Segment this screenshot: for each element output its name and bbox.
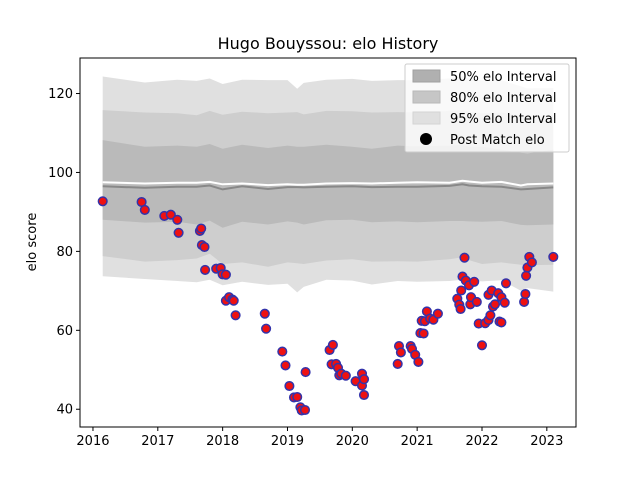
data-point: [485, 310, 496, 321]
x-tick-label: 2021: [401, 434, 434, 449]
median-line: [102, 183, 554, 191]
y-axis-ticks: 40 60 80 100 120: [48, 87, 80, 418]
data-point: [471, 296, 482, 307]
x-tick-label: 2023: [530, 434, 563, 449]
data-point: [358, 389, 370, 401]
data-point: [259, 308, 270, 319]
y-tick-label: 100: [48, 166, 73, 181]
data-point: [280, 360, 291, 371]
y-axis-label: elo score: [25, 213, 40, 272]
data-point: [469, 276, 480, 287]
x-tick-label: 2017: [141, 434, 174, 449]
x-tick-label: 2022: [465, 434, 498, 449]
legend-label-50: 50% elo Interval: [450, 70, 557, 85]
data-point: [299, 404, 311, 416]
data-point: [432, 308, 443, 319]
data-point: [496, 317, 507, 328]
data-point: [327, 339, 338, 350]
legend-swatch-95: [412, 111, 441, 125]
data-point: [340, 370, 351, 381]
data-point: [199, 241, 210, 253]
x-tick-label: 2019: [271, 434, 304, 449]
x-tick-label: 2020: [336, 434, 369, 449]
x-tick-label: 2018: [206, 434, 239, 449]
plot-frame: [79, 57, 577, 428]
post-match-points: [97, 196, 559, 416]
x-axis-ticks: 2016 2017 2018 2019 2020 2021 2022 2023: [76, 427, 563, 449]
data-point: [284, 380, 295, 392]
data-point: [519, 296, 530, 307]
data-point: [456, 285, 467, 296]
legend: 50% elo Interval 80% elo Interval 95% el…: [404, 63, 570, 153]
data-point: [392, 358, 403, 369]
data-point: [139, 204, 150, 215]
data-point: [220, 269, 231, 280]
data-point: [489, 299, 501, 310]
y-tick-label: 60: [56, 324, 73, 339]
y-tick-label: 120: [48, 87, 73, 102]
x-tick-label: 2016: [76, 434, 109, 449]
data-point: [97, 196, 108, 207]
data-point: [395, 347, 406, 358]
legend-label-80: 80% elo Interval: [450, 91, 557, 106]
data-point: [413, 356, 424, 367]
data-point: [277, 346, 288, 357]
data-point: [526, 257, 537, 268]
data-point: [459, 252, 470, 263]
y-tick-label: 40: [56, 403, 73, 418]
data-point: [228, 295, 239, 306]
data-point: [520, 288, 531, 300]
data-point: [200, 264, 211, 275]
legend-label-95: 95% elo Interval: [450, 112, 557, 127]
legend-swatch-80: [412, 90, 441, 104]
data-point: [455, 303, 466, 315]
y-tick-label: 80: [56, 245, 73, 260]
data-point: [261, 323, 272, 334]
data-point: [521, 270, 532, 281]
data-point: [230, 310, 241, 321]
center-lines: [102, 179, 554, 191]
legend-box: [404, 63, 570, 153]
mean-line: [102, 179, 554, 187]
data-point: [300, 367, 311, 378]
data-point: [173, 227, 184, 238]
data-point: [500, 278, 512, 289]
data-point: [165, 209, 176, 220]
data-point: [172, 214, 183, 225]
legend-marker-post-match: [420, 133, 432, 145]
data-point: [418, 328, 429, 339]
data-point: [292, 391, 303, 403]
legend-swatch-50: [412, 69, 441, 83]
legend-label-post-match: Post Match elo: [450, 133, 545, 148]
chart-title: Hugo Bouyssou: elo History: [218, 34, 439, 53]
data-point: [358, 374, 370, 385]
data-point: [476, 340, 488, 351]
data-point: [548, 251, 559, 262]
data-point: [499, 297, 510, 308]
data-point: [196, 223, 207, 234]
